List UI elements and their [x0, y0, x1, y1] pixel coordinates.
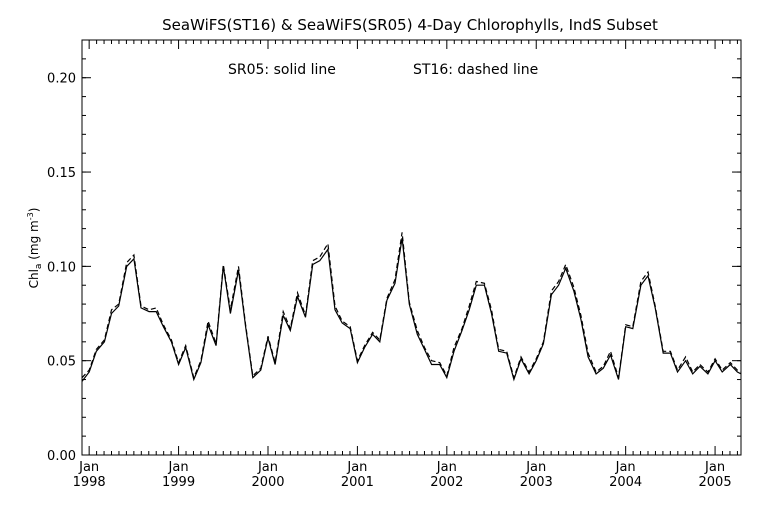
x-tick-label-month: Jan: [78, 460, 99, 475]
x-tick-label-month: Jan: [436, 460, 457, 475]
series-layer: [81, 232, 742, 382]
x-tick-label-month: Jan: [704, 460, 725, 475]
y-tick-label: 0.15: [47, 166, 76, 181]
x-axis: Jan1998Jan1999Jan2000Jan2001Jan2002Jan20…: [73, 40, 738, 490]
y-axis-label: Chla (mg m-3): [26, 208, 44, 289]
y-axis-label-unit: (mg m: [27, 220, 41, 263]
x-tick-label-year: 2003: [520, 475, 553, 490]
y-axis: 0.00 0.05 0.10 0.15 0.20: [47, 39, 741, 464]
x-tick-label-year: 2001: [341, 475, 374, 490]
y-tick-label: 0.00: [47, 449, 76, 464]
x-tick-label-month: Jan: [257, 460, 278, 475]
y-tick-label: 0.10: [47, 260, 76, 275]
y-tick-label: 0.05: [47, 355, 76, 370]
annotation-sr05: SR05: solid line: [228, 62, 336, 78]
annotation-st16: ST16: dashed line: [413, 62, 538, 78]
x-tick-label-year: 2000: [251, 475, 284, 490]
y-axis-label-main: Chl: [27, 269, 41, 288]
x-tick-label-month: Jan: [525, 460, 546, 475]
x-tick-label-year: 2005: [699, 475, 732, 490]
plot-frame: [81, 39, 742, 456]
y-axis-label-sup: -3: [26, 212, 35, 220]
x-tick-label-year: 1998: [73, 475, 106, 490]
x-tick-label-month: Jan: [615, 460, 636, 475]
y-axis-label-close: ): [27, 208, 41, 213]
x-tick-label-month: Jan: [168, 460, 189, 475]
x-tick-label-month: Jan: [346, 460, 367, 475]
y-tick-label: 0.20: [47, 72, 76, 87]
x-tick-label-year: 2004: [609, 475, 642, 490]
chart-title: SeaWiFS(ST16) & SeaWiFS(SR05) 4-Day Chlo…: [162, 16, 658, 34]
x-tick-label-year: 2002: [430, 475, 463, 490]
series-line-st16: [81, 232, 742, 380]
y-axis-label-sub: a: [34, 264, 44, 270]
x-tick-label-year: 1999: [162, 475, 195, 490]
